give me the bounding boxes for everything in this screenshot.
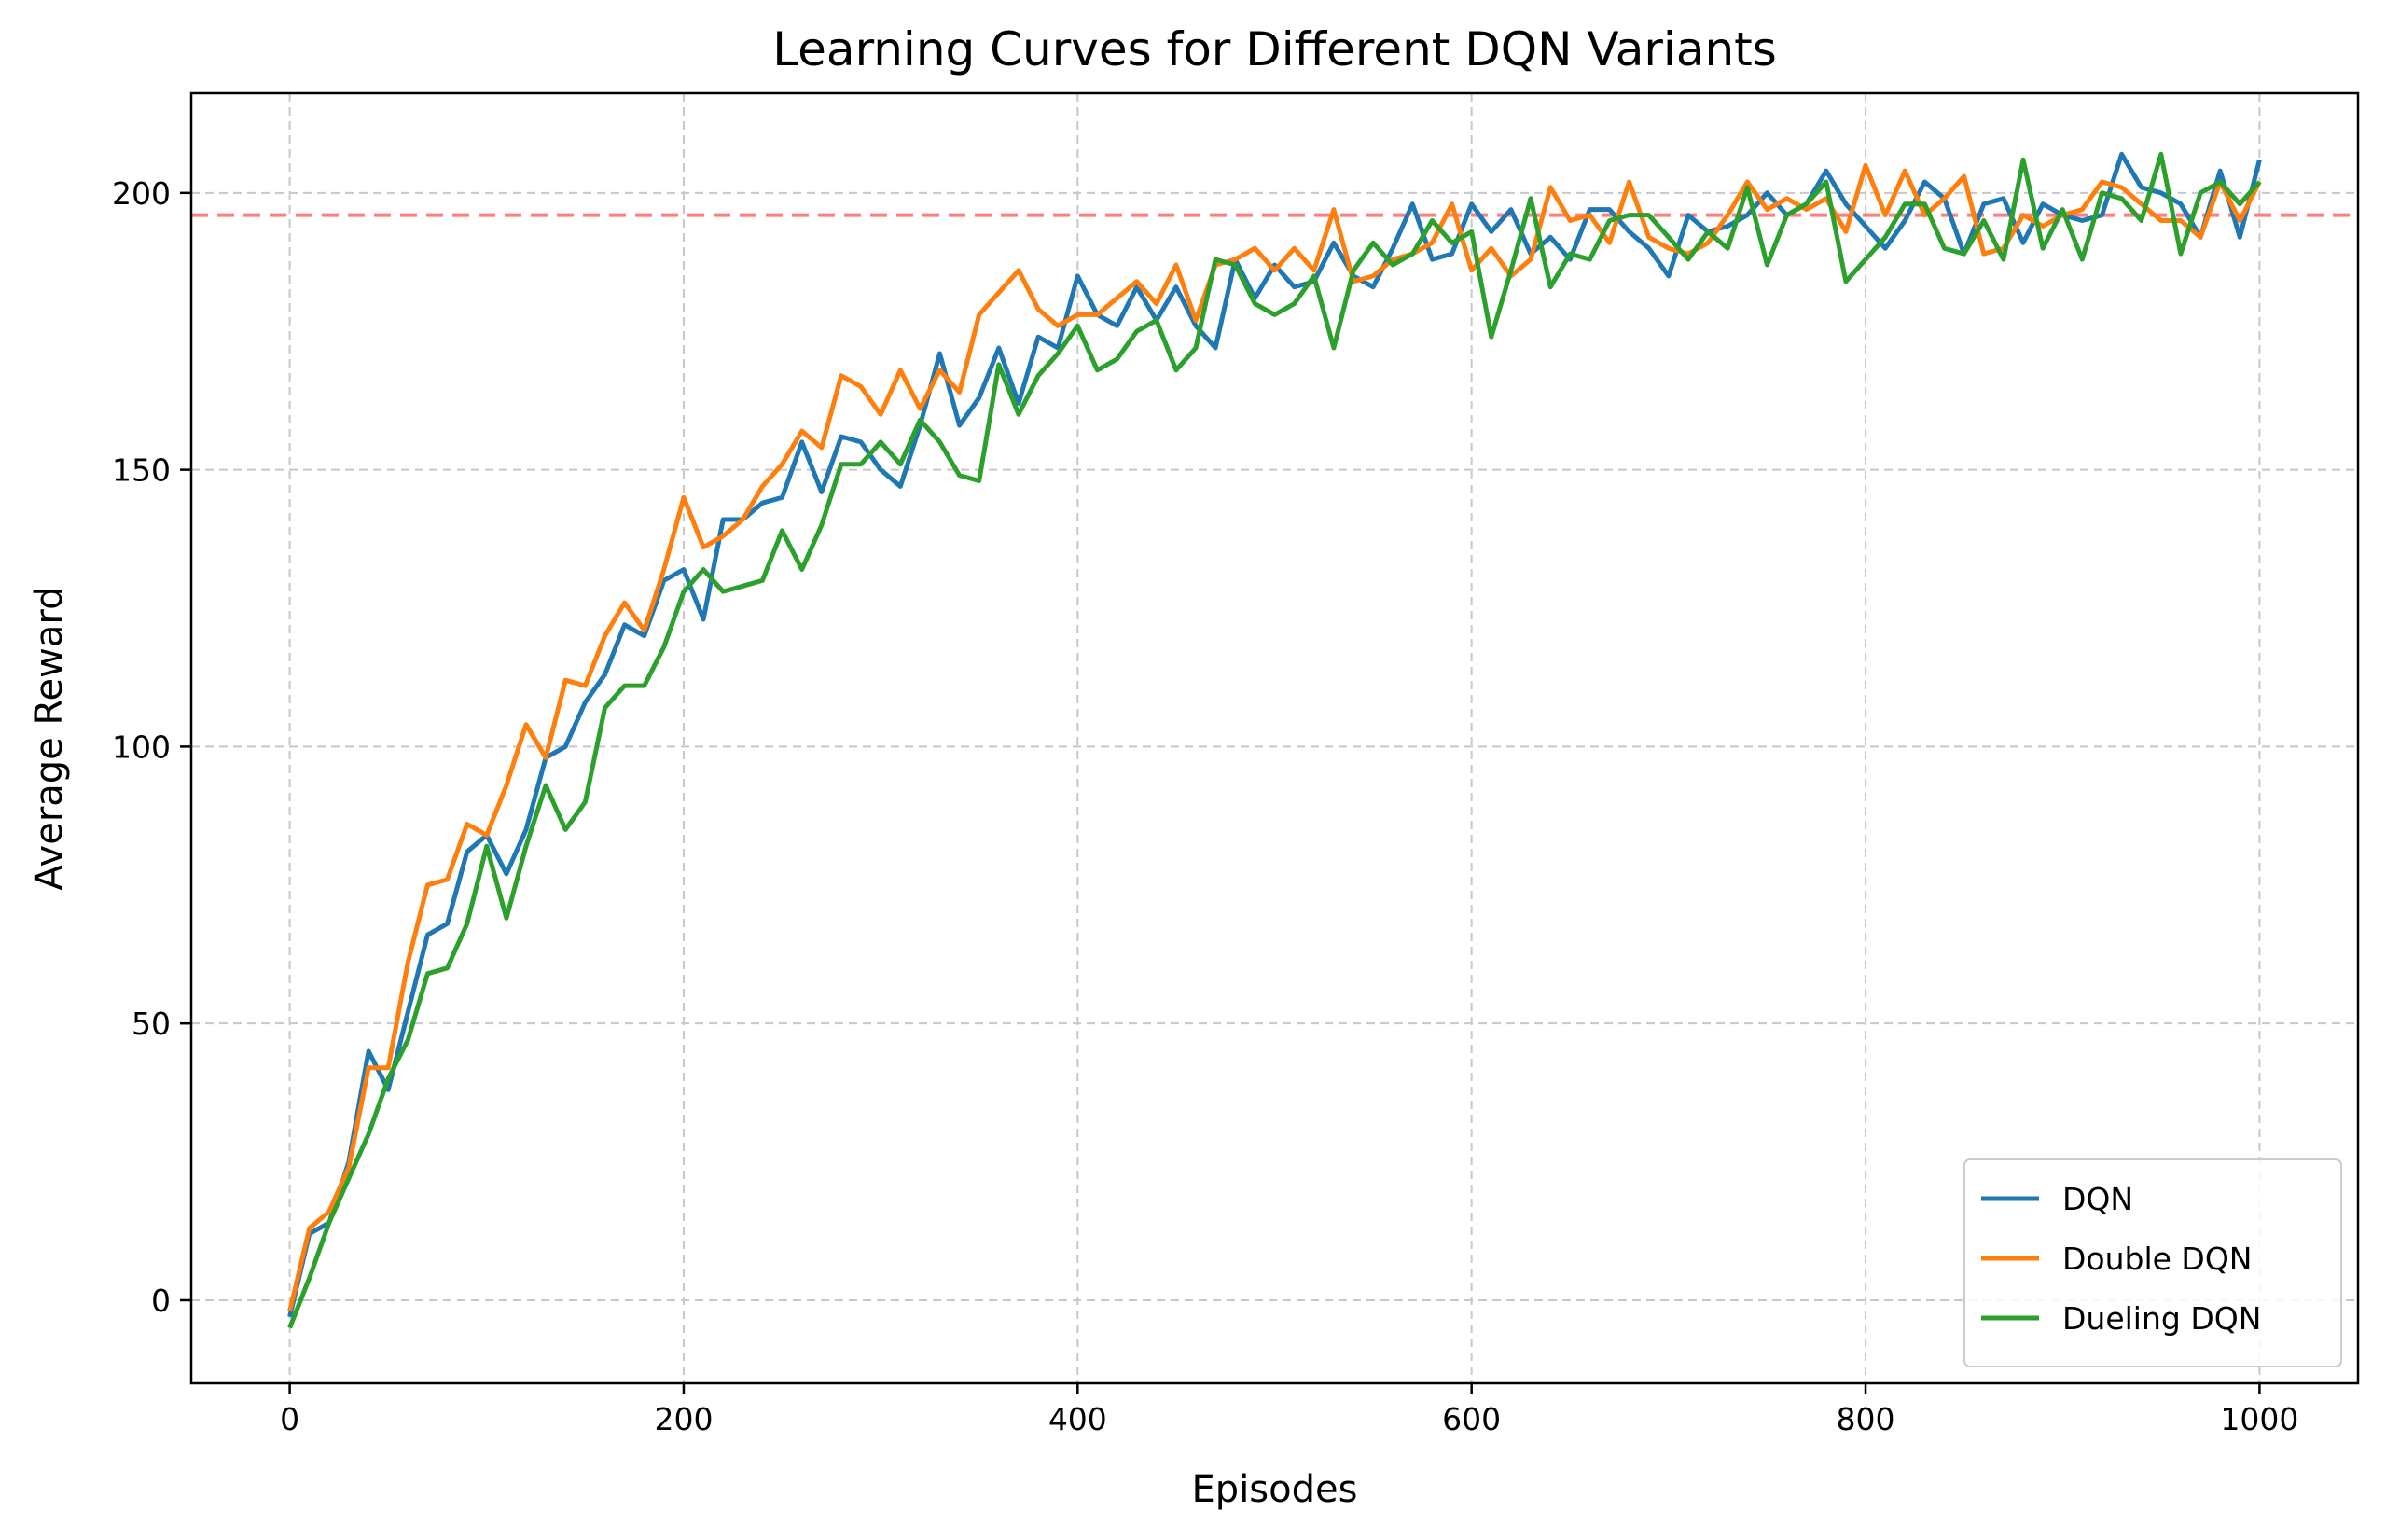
x-tick-label: 400 [1048, 1401, 1107, 1437]
x-tick-label: 0 [280, 1401, 299, 1437]
series-lines [287, 151, 2262, 1329]
y-tick-label: 150 [112, 452, 171, 489]
series-line-double-dqn [287, 162, 2262, 1312]
legend-label: Double DQN [2062, 1241, 2253, 1277]
series-line-dueling-dqn [287, 151, 2262, 1329]
series-line-dqn [287, 151, 2262, 1318]
x-tick-label: 200 [654, 1401, 713, 1437]
x-tick-label: 800 [1837, 1401, 1895, 1437]
x-tick-label: 1000 [2220, 1401, 2298, 1437]
x-axis-label: Episodes [1192, 1468, 1358, 1511]
y-tick-label: 200 [112, 175, 171, 212]
y-axis-label: Average Reward [28, 587, 71, 891]
legend: DQN Double DQN Dueling DQN [1963, 1158, 2342, 1367]
y-tick-label: 50 [132, 1006, 171, 1042]
axis-ticks: 0 200 400 600 800 1000 0 50 100 150 200 [112, 175, 2298, 1437]
legend-box [1963, 1158, 2342, 1367]
grid-lines [191, 93, 2358, 1383]
plot-area-frame [189, 91, 2360, 1385]
y-tick-label: 0 [151, 1283, 171, 1319]
chart-title: Learning Curves for Different DQN Varian… [772, 22, 1777, 76]
x-tick-label: 600 [1442, 1401, 1501, 1437]
legend-label: DQN [2062, 1181, 2133, 1217]
y-tick-label: 100 [112, 728, 171, 765]
legend-label: Dueling DQN [2062, 1300, 2261, 1337]
